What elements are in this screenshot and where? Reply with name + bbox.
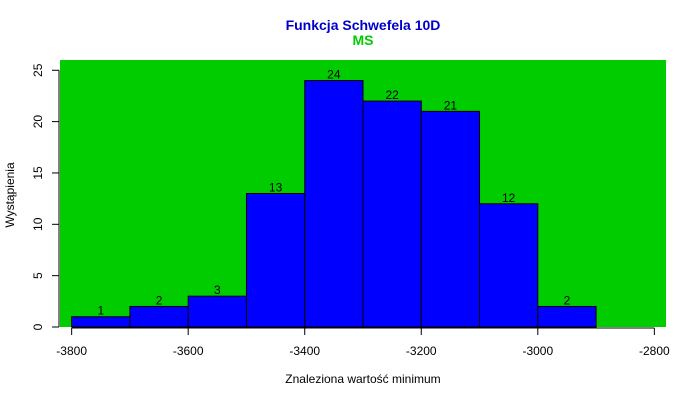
y-axis-label: Wystąpienia bbox=[3, 162, 17, 228]
histogram-bar-2 bbox=[187, 295, 247, 328]
bar-count-label-8: 2 bbox=[564, 293, 571, 307]
chart-title: Funkcja Schwefela 10D bbox=[286, 17, 441, 33]
x-axis-label: Znaleziona wartość minimum bbox=[285, 372, 440, 386]
x-tick-label-2: -3400 bbox=[289, 344, 320, 358]
bar-count-label-7: 12 bbox=[502, 191, 516, 205]
bar-count-label-3: 13 bbox=[269, 181, 283, 195]
x-tick-label-3: -3200 bbox=[406, 344, 437, 358]
x-tick-label-5: -2800 bbox=[639, 344, 670, 358]
bar-count-label-6: 21 bbox=[444, 98, 458, 112]
y-tick-label-3: 15 bbox=[31, 166, 45, 180]
histogram-bar-8 bbox=[537, 305, 597, 328]
x-tick-label-1: -3600 bbox=[173, 344, 204, 358]
x-tick-label-0: -3800 bbox=[56, 344, 87, 358]
histogram-bar-0 bbox=[71, 316, 131, 328]
x-tick-label-4: -3000 bbox=[522, 344, 553, 358]
chart-subtitle: MS bbox=[353, 32, 374, 48]
y-tick-label-4: 20 bbox=[31, 115, 45, 129]
y-tick-label-0: 0 bbox=[31, 323, 45, 330]
y-axis: 0 5 10 15 20 25 bbox=[31, 63, 60, 330]
y-tick-label-2: 10 bbox=[31, 217, 45, 231]
y-tick-label-1: 5 bbox=[31, 272, 45, 279]
bars-group bbox=[71, 80, 597, 328]
histogram-bar-3 bbox=[245, 193, 306, 328]
histogram-bar-1 bbox=[129, 305, 189, 328]
histogram-bar-7 bbox=[479, 203, 539, 328]
histogram-bar-6 bbox=[420, 110, 481, 328]
bar-count-label-2: 3 bbox=[214, 283, 221, 297]
bar-count-label-4: 24 bbox=[327, 68, 341, 82]
y-tick-label-5: 25 bbox=[31, 63, 45, 77]
x-axis: -3800 -3600 -3400 -3200 -3000 -2800 bbox=[56, 327, 670, 358]
histogram-bar-5 bbox=[362, 100, 422, 328]
histogram-bar-4 bbox=[304, 80, 364, 328]
bar-count-label-0: 1 bbox=[97, 304, 104, 318]
bar-count-label-1: 2 bbox=[156, 293, 163, 307]
bar-count-label-5: 22 bbox=[385, 88, 399, 102]
